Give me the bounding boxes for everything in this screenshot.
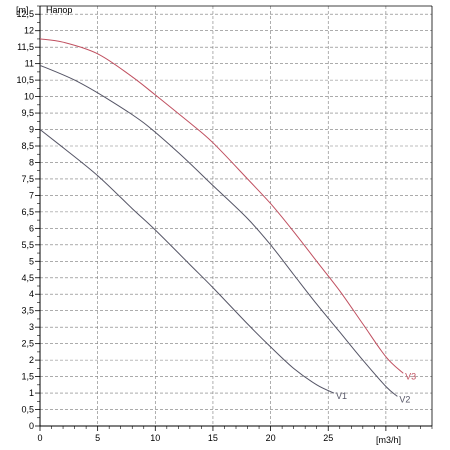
y-tick-label: 10,5 [16, 75, 34, 85]
y-tick-label: 0,5 [21, 405, 34, 415]
y-tick-label: 0 [29, 421, 34, 431]
y-tick-label: 7 [29, 190, 34, 200]
y-tick-label: 8 [29, 157, 34, 167]
series [39, 38, 404, 397]
y-tick-label: 12,5 [16, 9, 34, 19]
y-tick-label: 3,5 [21, 306, 34, 316]
x-tick-label: 0 [37, 433, 42, 443]
y-tick-label: 7,5 [21, 174, 34, 184]
series-line-v2 [39, 64, 398, 397]
grid [40, 6, 432, 426]
y-tick-label: 1 [29, 388, 34, 398]
y-tick-label: 9,5 [21, 108, 34, 118]
axes [35, 5, 433, 431]
y-tick-label: 6 [29, 223, 34, 233]
x-tick-label: 20 [266, 433, 276, 443]
y-tick-label: 2 [29, 355, 34, 365]
y-axis-unit-label: [m] [16, 5, 29, 15]
y-tick-label: 9 [29, 125, 34, 135]
y-axis-title: Напор [46, 5, 72, 15]
y-tick-label: 4,5 [21, 273, 34, 283]
y-tick-label: 2,5 [21, 339, 34, 349]
y-tick-label: 1,5 [21, 372, 34, 382]
series-label-v3: V3 [405, 371, 416, 381]
y-tick-label: 11 [25, 59, 34, 69]
y-tick-label: 5 [29, 256, 34, 266]
labels: [m] Напор [m3/h] 00,511,522,533,544,555,… [16, 5, 416, 445]
series-line-v3 [39, 38, 404, 374]
y-tick-label: 11,5 [17, 42, 34, 52]
series-line-v1 [39, 129, 335, 394]
y-tick-label: 10 [24, 92, 34, 102]
y-tick-label: 4 [29, 289, 34, 299]
series-label-v2: V2 [399, 394, 410, 404]
x-tick-label: 10 [150, 433, 160, 443]
x-tick-label: 5 [95, 433, 100, 443]
x-tick-label: 25 [323, 433, 333, 443]
x-axis-unit-label: [m3/h] [376, 435, 401, 445]
y-tick-label: 3 [29, 322, 34, 332]
x-tick-label: 15 [208, 433, 218, 443]
y-tick-label: 6,5 [21, 207, 34, 217]
y-tick-label: 8,5 [21, 141, 34, 151]
y-tick-label: 12 [24, 26, 34, 36]
y-tick-label: 5,5 [21, 240, 34, 250]
series-label-v1: V1 [336, 391, 347, 401]
